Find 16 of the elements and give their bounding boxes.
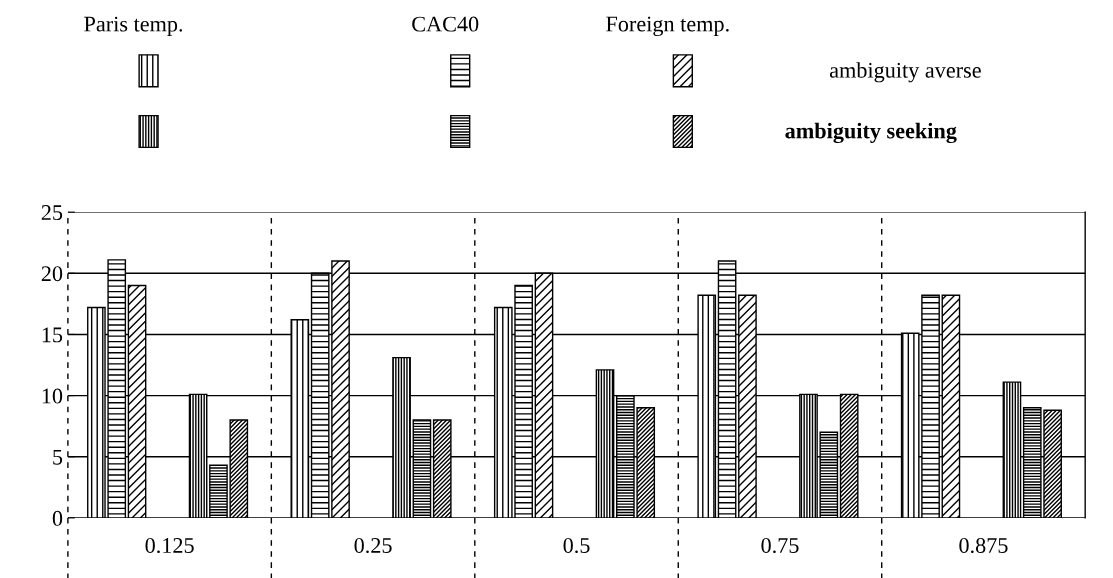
text: ambiguity averse xyxy=(829,62,981,83)
y-tick-label: 15 xyxy=(42,327,63,343)
x-tick-label: 0.75 xyxy=(761,537,799,554)
y-tick-label: 10 xyxy=(42,388,63,404)
text: Foreign temp. xyxy=(606,16,729,37)
text: ambiguity seeking xyxy=(785,122,957,144)
text: Paris temp. xyxy=(84,16,183,37)
x-tick-label: 0.875 xyxy=(959,537,1008,554)
y-tick-label: 20 xyxy=(41,266,63,282)
y-tick-label: 0 xyxy=(52,510,63,526)
x-tick-label: 0.5 xyxy=(563,537,590,554)
y-tick-label: 5 xyxy=(53,449,63,465)
x-tick-label: 0.125 xyxy=(145,537,194,554)
y-tick-label: 25 xyxy=(41,205,63,221)
x-tick-label: 0.25 xyxy=(354,537,392,554)
text: CAC40 xyxy=(412,16,479,32)
